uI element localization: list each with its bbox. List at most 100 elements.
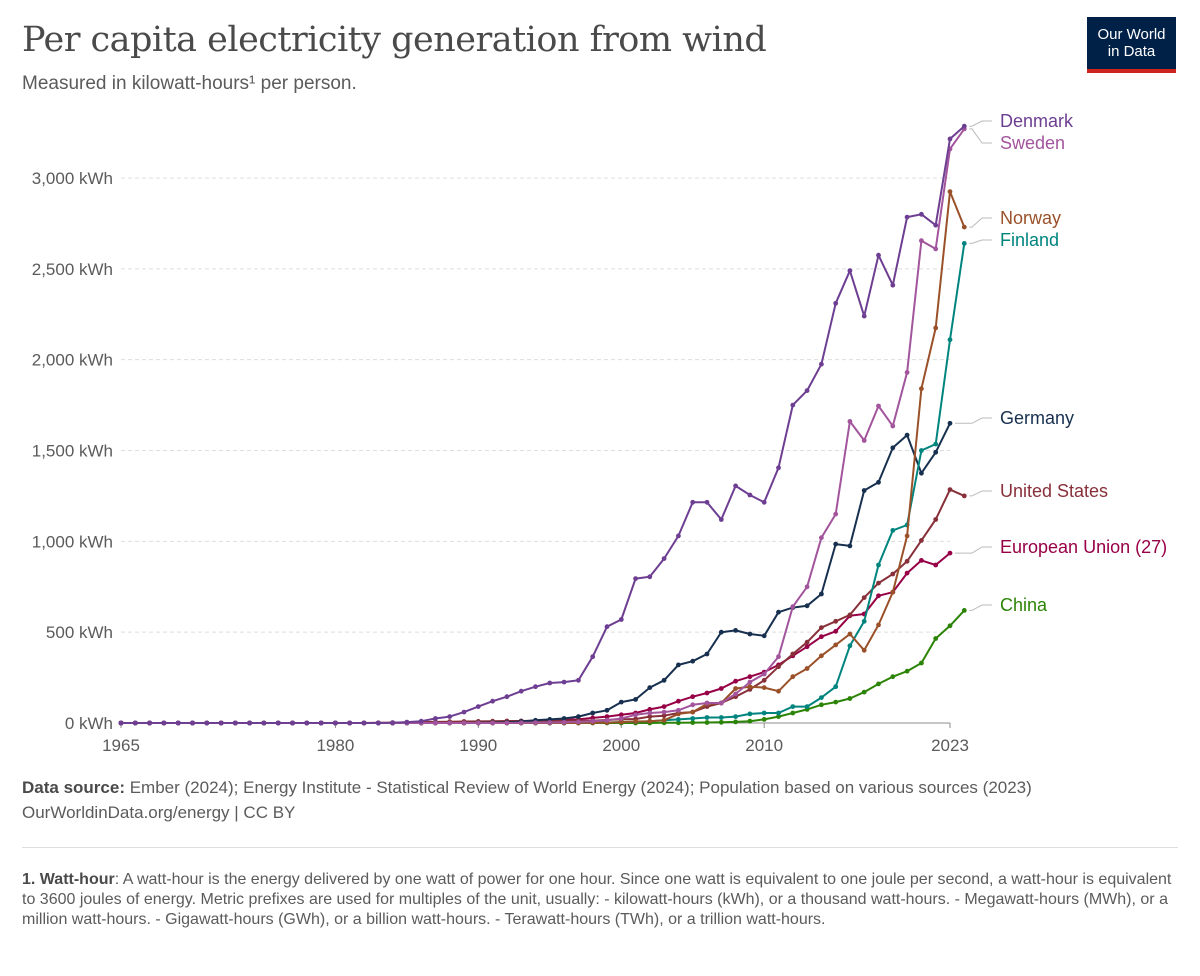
data-point-sweden[interactable] (747, 679, 753, 685)
data-point-denmark[interactable] (590, 654, 596, 660)
data-point-denmark[interactable] (475, 704, 481, 709)
data-point-united-states[interactable] (661, 713, 667, 719)
data-point-germany[interactable] (690, 658, 696, 664)
data-point-finland[interactable] (847, 643, 853, 649)
data-point-china[interactable] (847, 696, 853, 701)
data-point-denmark[interactable] (761, 499, 767, 505)
data-point-denmark[interactable] (547, 680, 553, 686)
data-point-denmark[interactable] (461, 709, 467, 715)
data-point-germany[interactable] (561, 716, 567, 721)
data-point-denmark[interactable] (847, 268, 853, 274)
data-point-denmark[interactable] (175, 720, 181, 726)
data-point-sweden[interactable] (447, 720, 453, 726)
data-point-denmark[interactable] (790, 402, 796, 408)
data-point-denmark[interactable] (819, 361, 824, 367)
data-point-sweden[interactable] (633, 712, 638, 718)
data-point-european-union-27[interactable] (676, 698, 681, 704)
data-point-denmark[interactable] (290, 720, 295, 726)
data-point-denmark[interactable] (490, 698, 495, 704)
data-point-denmark[interactable] (618, 617, 624, 622)
data-point-denmark[interactable] (118, 720, 124, 726)
data-point-germany[interactable] (718, 629, 724, 635)
data-point-norway[interactable] (618, 719, 624, 725)
legend-label-sweden[interactable]: Sweden (1000, 133, 1065, 153)
data-point-sweden[interactable] (876, 403, 881, 409)
data-point-norway[interactable] (661, 717, 667, 723)
data-point-united-states[interactable] (647, 714, 653, 719)
data-point-denmark[interactable] (804, 388, 810, 393)
data-point-european-union-27[interactable] (647, 707, 653, 712)
data-point-denmark[interactable] (604, 624, 610, 630)
data-point-denmark[interactable] (661, 556, 667, 561)
data-point-germany[interactable] (847, 543, 853, 549)
data-point-united-states[interactable] (833, 618, 839, 624)
data-point-denmark[interactable] (533, 684, 538, 690)
data-point-germany[interactable] (933, 449, 939, 455)
data-point-china[interactable] (733, 719, 738, 725)
data-point-sweden[interactable] (933, 246, 939, 252)
data-point-denmark[interactable] (961, 123, 967, 129)
data-point-united-states[interactable] (919, 538, 924, 543)
data-point-united-states[interactable] (819, 625, 824, 630)
data-point-sweden[interactable] (490, 720, 495, 726)
data-point-sweden[interactable] (576, 719, 581, 725)
data-point-sweden[interactable] (590, 718, 596, 724)
data-point-denmark[interactable] (890, 282, 896, 288)
data-point-sweden[interactable] (833, 511, 839, 517)
series-line-china[interactable] (121, 609, 966, 724)
data-point-germany[interactable] (618, 699, 624, 705)
data-point-china[interactable] (833, 699, 839, 705)
data-point-european-union-27[interactable] (704, 690, 710, 696)
data-point-germany[interactable] (733, 628, 738, 633)
data-point-norway[interactable] (747, 684, 753, 690)
data-point-united-states[interactable] (790, 651, 796, 657)
data-point-norway[interactable] (947, 189, 953, 195)
series-line-denmark[interactable] (121, 125, 965, 724)
data-point-china[interactable] (904, 668, 910, 674)
source-link[interactable]: OurWorldinData.org/energy | CC BY (22, 803, 296, 822)
data-point-finland[interactable] (676, 717, 681, 722)
data-point-germany[interactable] (676, 662, 681, 668)
data-point-germany[interactable] (576, 714, 581, 719)
data-point-sweden[interactable] (604, 717, 610, 723)
data-point-china[interactable] (704, 720, 710, 725)
data-point-sweden[interactable] (776, 654, 781, 660)
series-line-sweden[interactable] (121, 128, 966, 724)
data-point-china[interactable] (933, 636, 939, 641)
series-line-norway[interactable] (121, 190, 966, 724)
data-point-finland[interactable] (776, 710, 781, 716)
data-point-denmark[interactable] (647, 574, 653, 580)
data-point-sweden[interactable] (475, 720, 481, 726)
data-point-sweden[interactable] (433, 720, 438, 726)
data-point-norway[interactable] (933, 325, 939, 331)
data-point-sweden[interactable] (661, 709, 667, 715)
data-point-sweden[interactable] (890, 423, 896, 429)
data-point-germany[interactable] (761, 633, 767, 639)
data-point-norway[interactable] (647, 718, 653, 724)
data-point-finland[interactable] (947, 337, 953, 343)
data-point-united-states[interactable] (947, 487, 953, 492)
data-point-finland[interactable] (833, 684, 839, 690)
data-point-norway[interactable] (890, 589, 896, 595)
data-point-denmark[interactable] (776, 465, 781, 471)
data-point-denmark[interactable] (690, 499, 696, 505)
data-point-denmark[interactable] (733, 483, 738, 489)
data-point-denmark[interactable] (576, 677, 581, 683)
data-point-denmark[interactable] (919, 211, 924, 217)
data-point-china[interactable] (876, 681, 881, 687)
legend-label-united-states[interactable]: United States (1000, 481, 1108, 501)
legend-label-european-union-27[interactable]: European Union (27) (1000, 537, 1167, 557)
data-point-china[interactable] (790, 710, 796, 716)
data-point-european-union-27[interactable] (747, 674, 753, 680)
owid-logo[interactable]: Our World in Data (1087, 17, 1176, 73)
data-point-european-union-27[interactable] (618, 712, 624, 718)
data-point-china[interactable] (718, 719, 724, 725)
data-point-sweden[interactable] (561, 719, 567, 725)
data-point-germany[interactable] (590, 710, 596, 716)
data-point-denmark[interactable] (718, 517, 724, 522)
data-point-denmark[interactable] (304, 720, 310, 726)
data-point-norway[interactable] (776, 688, 781, 694)
data-point-germany[interactable] (704, 651, 710, 657)
data-point-denmark[interactable] (433, 716, 438, 721)
data-point-norway[interactable] (847, 631, 853, 637)
